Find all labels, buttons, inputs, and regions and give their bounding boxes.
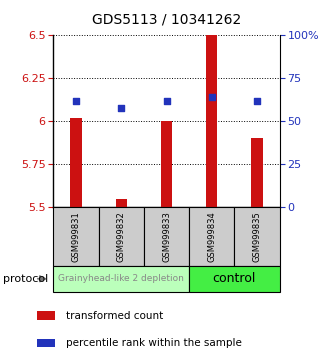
Text: GSM999831: GSM999831 bbox=[71, 211, 81, 262]
Bar bbox=[70, 118, 82, 207]
Bar bbox=[53, 207, 99, 266]
Text: control: control bbox=[213, 272, 256, 285]
Bar bbox=[189, 266, 280, 292]
Bar bbox=[161, 121, 172, 207]
Text: protocol: protocol bbox=[3, 274, 49, 284]
Bar bbox=[206, 35, 217, 207]
Point bbox=[209, 95, 214, 100]
Bar bbox=[251, 138, 263, 207]
Point bbox=[164, 98, 169, 103]
Text: GDS5113 / 10341262: GDS5113 / 10341262 bbox=[92, 12, 241, 27]
Text: Grainyhead-like 2 depletion: Grainyhead-like 2 depletion bbox=[58, 274, 184, 283]
Bar bbox=[37, 339, 55, 347]
Bar bbox=[234, 207, 280, 266]
Bar bbox=[37, 312, 55, 320]
Bar bbox=[99, 207, 144, 266]
Bar bbox=[189, 207, 234, 266]
Text: transformed count: transformed count bbox=[66, 310, 163, 321]
Bar bbox=[53, 266, 189, 292]
Text: GSM999834: GSM999834 bbox=[207, 211, 216, 262]
Text: GSM999832: GSM999832 bbox=[117, 211, 126, 262]
Point bbox=[119, 105, 124, 110]
Text: GSM999833: GSM999833 bbox=[162, 211, 171, 262]
Bar bbox=[144, 207, 189, 266]
Point bbox=[73, 98, 79, 103]
Bar bbox=[116, 199, 127, 207]
Text: GSM999835: GSM999835 bbox=[252, 211, 262, 262]
Point bbox=[254, 98, 260, 103]
Text: percentile rank within the sample: percentile rank within the sample bbox=[66, 338, 241, 348]
